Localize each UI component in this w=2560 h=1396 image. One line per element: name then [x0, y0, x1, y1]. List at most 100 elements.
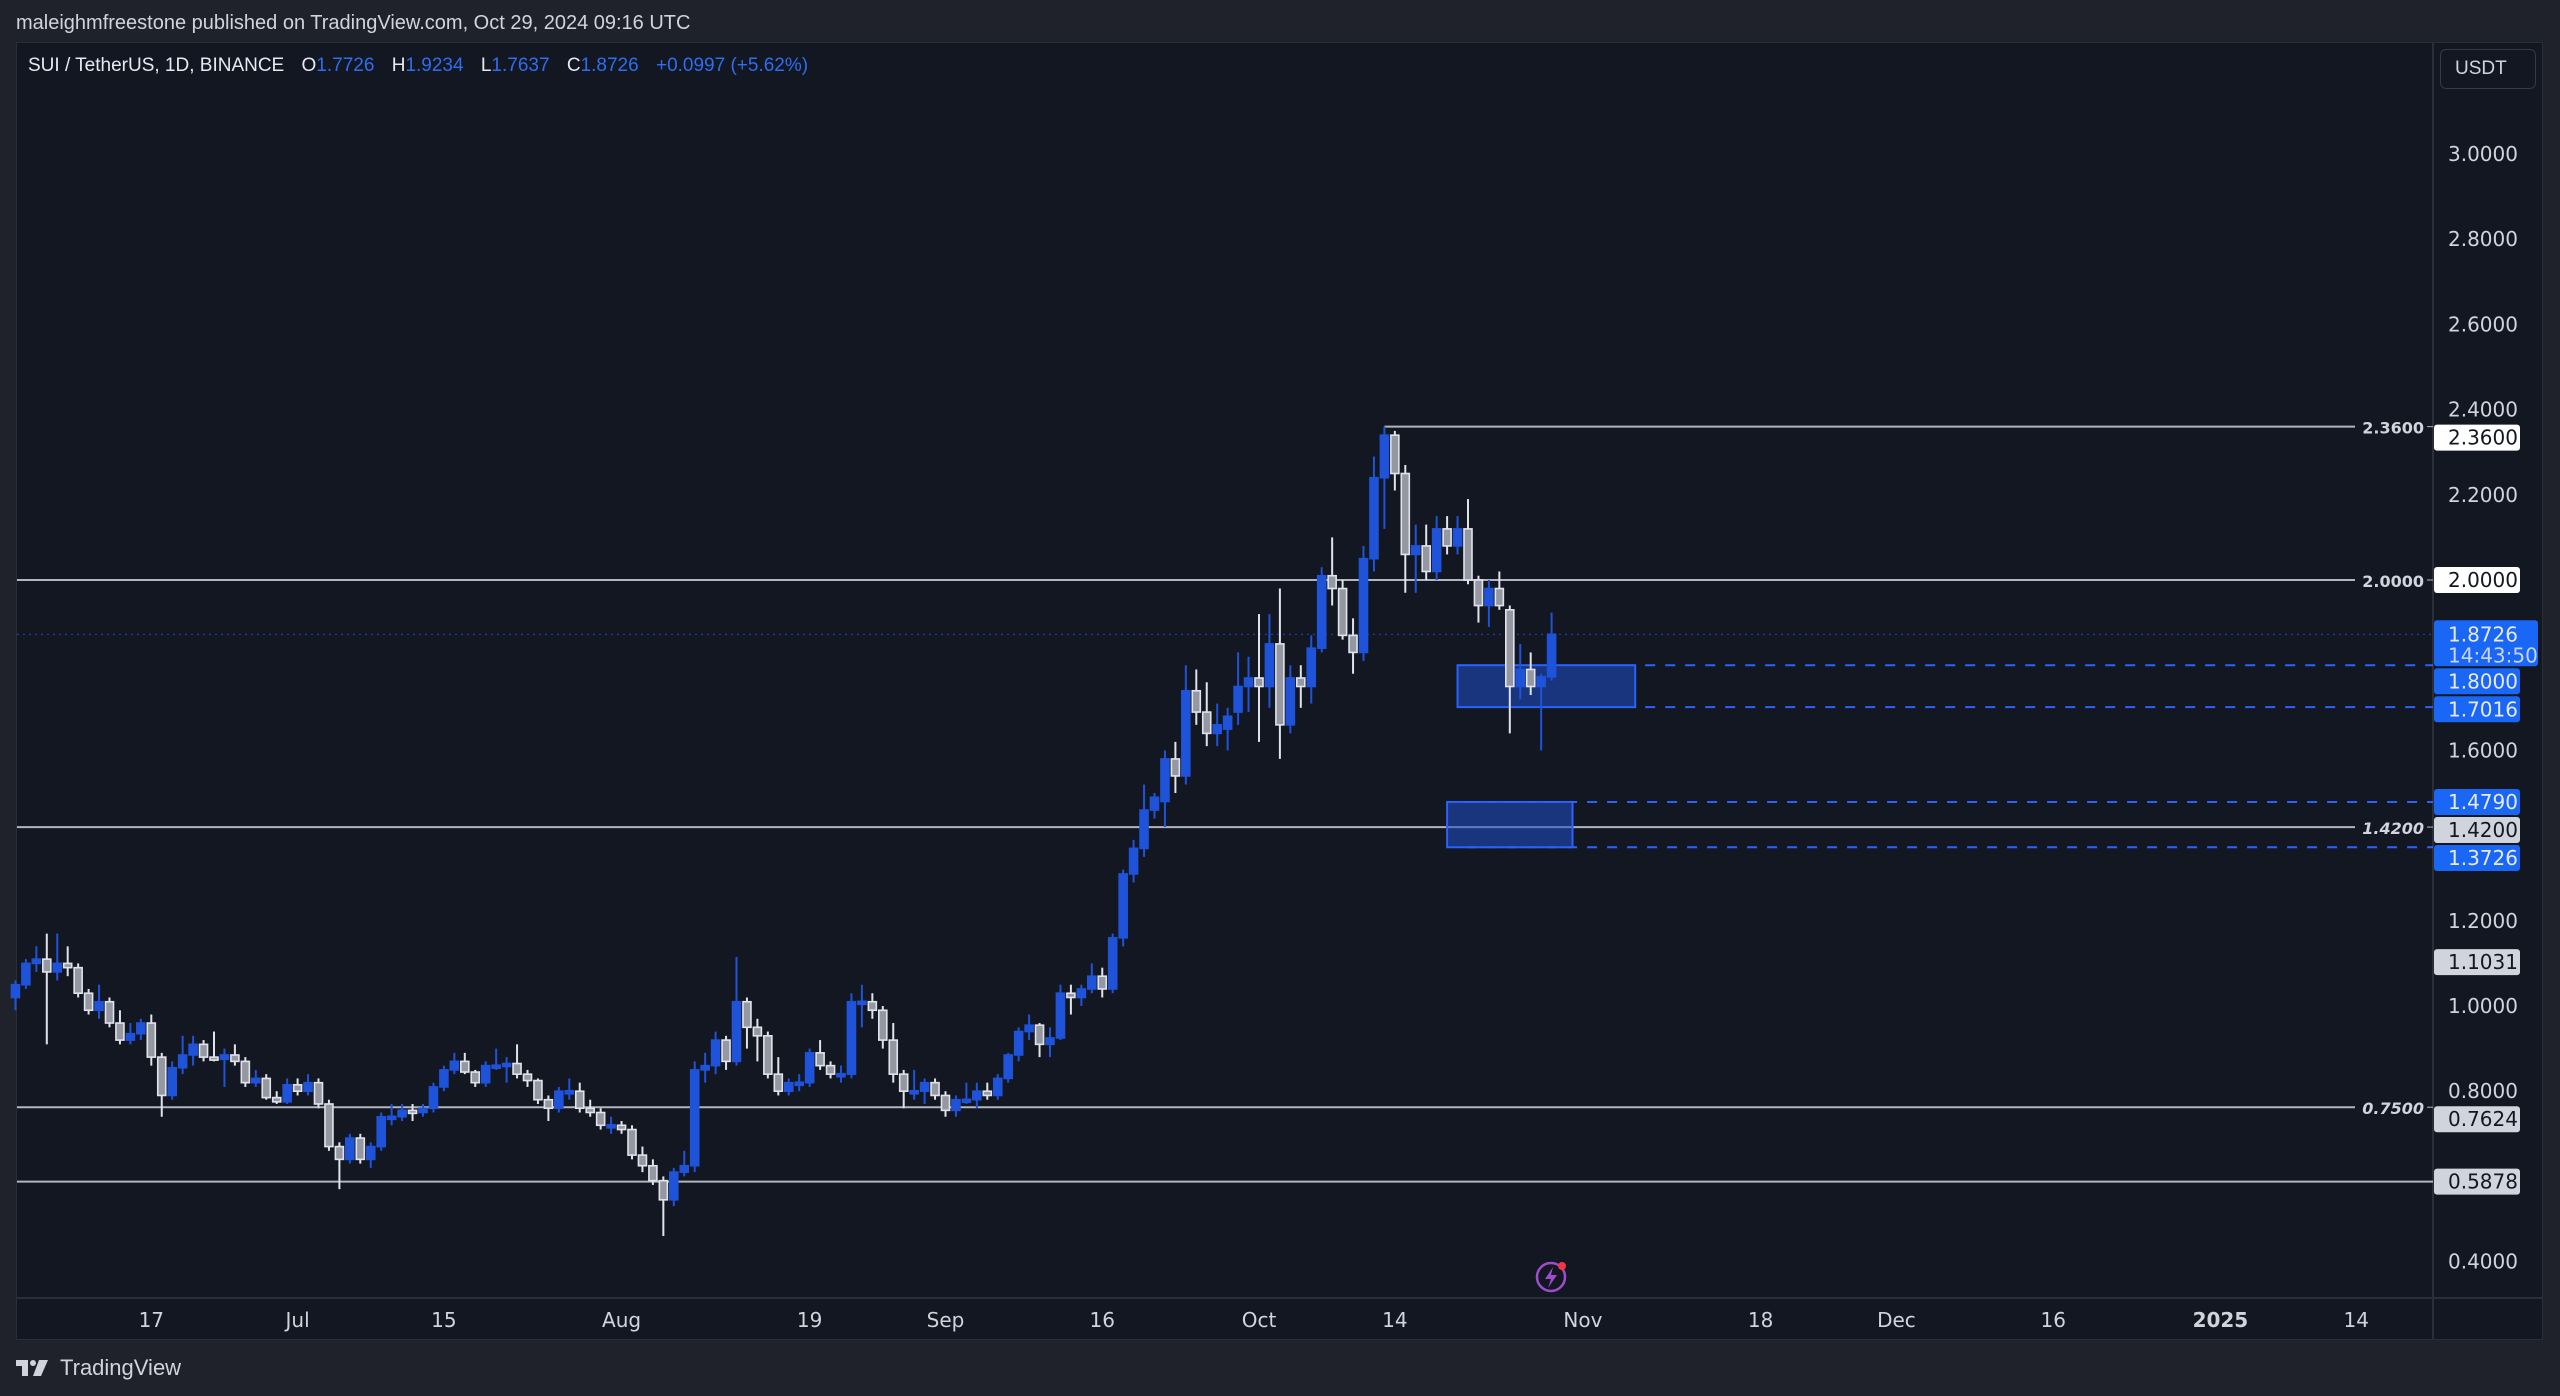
candle[interactable] — [1024, 1014, 1034, 1041]
candle[interactable] — [1055, 984, 1066, 1041]
demand-zone-box[interactable] — [1446, 800, 1574, 849]
candle[interactable] — [658, 1176, 669, 1237]
candle[interactable] — [1003, 1052, 1014, 1083]
candle[interactable] — [167, 1061, 177, 1100]
candle[interactable] — [125, 1023, 136, 1045]
candle[interactable] — [324, 1099, 334, 1151]
candle[interactable] — [1170, 741, 1181, 793]
candle[interactable] — [616, 1121, 627, 1134]
candle[interactable] — [992, 1074, 1003, 1100]
candle[interactable] — [794, 1074, 805, 1092]
candle[interactable] — [1087, 963, 1097, 994]
candle[interactable] — [491, 1048, 501, 1070]
candle[interactable] — [177, 1035, 188, 1075]
candle[interactable] — [731, 957, 742, 1066]
candle[interactable] — [648, 1159, 658, 1185]
candle[interactable] — [1034, 1023, 1045, 1058]
demand-zone-box[interactable] — [1456, 664, 1637, 709]
candle[interactable] — [898, 1069, 909, 1109]
candle[interactable] — [1222, 707, 1233, 751]
candle[interactable] — [877, 1006, 888, 1049]
candle[interactable] — [825, 1061, 836, 1079]
candle[interactable] — [261, 1074, 272, 1100]
candle[interactable] — [1316, 567, 1327, 653]
candle[interactable] — [815, 1040, 825, 1070]
lightning-alert-icon[interactable] — [1535, 1261, 1567, 1293]
candle[interactable] — [1118, 869, 1128, 947]
candle[interactable] — [1473, 575, 1484, 623]
candle[interactable] — [846, 993, 857, 1079]
candle[interactable] — [637, 1146, 648, 1173]
candle[interactable] — [1337, 580, 1348, 640]
candle[interactable] — [136, 1018, 146, 1041]
candle[interactable] — [1358, 545, 1369, 661]
candle[interactable] — [700, 1052, 710, 1083]
candle[interactable] — [292, 1078, 303, 1096]
candle[interactable] — [470, 1069, 481, 1087]
candle[interactable] — [480, 1061, 491, 1087]
candle[interactable] — [606, 1116, 616, 1134]
candle[interactable] — [742, 997, 752, 1049]
candle[interactable] — [94, 984, 104, 1019]
footer-brand[interactable]: TradingView — [16, 1355, 181, 1381]
candle[interactable] — [1013, 1027, 1024, 1062]
candle[interactable] — [1484, 580, 1494, 627]
candle[interactable] — [62, 946, 73, 977]
candle[interactable] — [1045, 1027, 1055, 1058]
candle[interactable] — [1233, 652, 1243, 725]
candle[interactable] — [428, 1082, 439, 1113]
candle[interactable] — [919, 1078, 930, 1104]
candle[interactable] — [386, 1103, 397, 1126]
candle[interactable] — [198, 1040, 209, 1062]
candle[interactable] — [595, 1108, 606, 1130]
candle[interactable] — [240, 1057, 251, 1087]
candle[interactable] — [1275, 588, 1285, 759]
candle[interactable] — [1212, 703, 1222, 747]
candle[interactable] — [1306, 635, 1317, 704]
candle[interactable] — [1201, 682, 1212, 747]
candle[interactable] — [1327, 537, 1337, 606]
candle[interactable] — [251, 1069, 261, 1087]
candle[interactable] — [940, 1091, 951, 1117]
candle[interactable] — [41, 933, 52, 1045]
candle[interactable] — [1515, 643, 1526, 700]
candle[interactable] — [1463, 499, 1473, 585]
candle[interactable] — [1379, 426, 1390, 529]
candle[interactable] — [1191, 669, 1202, 725]
candle[interactable] — [501, 1057, 512, 1083]
candle[interactable] — [804, 1048, 815, 1087]
candle[interactable] — [313, 1078, 324, 1109]
candle[interactable] — [1505, 605, 1515, 734]
candle[interactable] — [334, 1142, 345, 1190]
candle[interactable] — [52, 933, 63, 981]
candle[interactable] — [512, 1044, 522, 1079]
candle[interactable] — [1431, 516, 1442, 580]
candle[interactable] — [1369, 456, 1379, 572]
candle[interactable] — [1546, 612, 1557, 681]
candle[interactable] — [972, 1082, 982, 1109]
candle[interactable] — [1066, 984, 1076, 1015]
candle[interactable] — [909, 1069, 919, 1100]
candle[interactable] — [783, 1078, 794, 1096]
candle[interactable] — [1285, 665, 1296, 734]
candle[interactable] — [418, 1103, 428, 1117]
candle[interactable] — [1076, 984, 1087, 1006]
candle[interactable] — [1160, 750, 1170, 828]
candle[interactable] — [83, 988, 94, 1015]
candle[interactable] — [1421, 524, 1431, 580]
candle[interactable] — [1254, 614, 1264, 742]
candle[interactable] — [951, 1095, 961, 1117]
candle[interactable] — [156, 1052, 167, 1117]
candle[interactable] — [679, 1150, 690, 1177]
candle[interactable] — [533, 1078, 543, 1104]
candle[interactable] — [31, 946, 42, 972]
symbol-title[interactable]: SUI / TetherUS, 1D, BINANCE — [28, 55, 285, 76]
candle[interactable] — [627, 1125, 637, 1160]
candle[interactable] — [439, 1065, 449, 1092]
candle[interactable] — [1452, 516, 1463, 555]
candle[interactable] — [867, 993, 878, 1019]
candle[interactable] — [1442, 516, 1452, 555]
candle[interactable] — [1264, 614, 1275, 708]
candle[interactable] — [554, 1086, 564, 1113]
